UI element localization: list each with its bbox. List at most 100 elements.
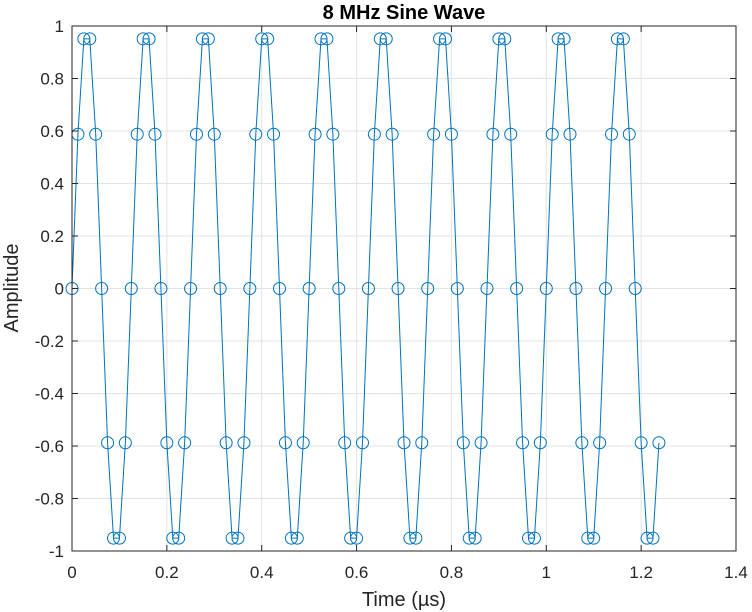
data-point-marker: [160, 436, 174, 450]
data-point-marker: [124, 282, 138, 295]
data-point-marker: [622, 127, 636, 141]
series-line: [71, 38, 660, 539]
data-point-marker: [231, 531, 245, 545]
data-point-marker: [403, 531, 417, 545]
data-point-marker: [569, 282, 583, 295]
data-point-marker: [391, 282, 405, 295]
data-point-marker: [338, 436, 352, 450]
y-tick-label: -0.2: [35, 332, 64, 351]
data-point-marker: [379, 32, 393, 46]
data-point-marker: [118, 436, 132, 450]
x-tick-label: 0.6: [345, 563, 369, 582]
data-point-marker: [195, 32, 209, 46]
x-tick-label: 0: [67, 563, 76, 582]
data-point-marker: [213, 282, 227, 295]
data-point-marker: [527, 531, 541, 545]
data-point-marker: [444, 127, 458, 141]
data-point-marker: [83, 32, 97, 46]
y-tick-label: -0.8: [35, 490, 64, 509]
data-point-marker: [225, 531, 239, 545]
data-point-marker: [142, 32, 156, 46]
data-point-marker: [332, 282, 346, 295]
data-point-marker: [433, 32, 447, 46]
data-point-marker: [261, 32, 275, 46]
y-tick-label: -1: [49, 542, 64, 561]
data-point-marker: [273, 282, 286, 295]
y-tick-label: 0.2: [40, 227, 64, 246]
data-point-marker: [652, 436, 666, 450]
data-point-marker: [95, 282, 109, 295]
data-point-marker: [610, 32, 624, 46]
data-point-marker: [587, 531, 601, 545]
data-point-marker: [255, 32, 269, 46]
data-point-marker: [148, 127, 162, 141]
data-point-marker: [421, 282, 435, 295]
data-point-marker: [409, 531, 423, 545]
data-point-marker: [640, 531, 654, 545]
chart-title: 8 MHz Sine Wave: [323, 2, 486, 24]
data-point-marker: [89, 127, 103, 141]
y-axis-label: Amplitude: [1, 244, 23, 333]
data-point-marker: [361, 282, 375, 295]
data-point-marker: [504, 127, 518, 141]
data-point-marker: [367, 127, 381, 141]
data-point-marker: [593, 436, 607, 450]
data-point-marker: [290, 531, 304, 545]
data-point-marker: [397, 436, 411, 450]
x-tick-label: 1.4: [724, 563, 748, 582]
data-point-marker: [267, 127, 281, 141]
data-point-marker: [616, 32, 630, 46]
data-point-marker: [462, 531, 476, 545]
data-point-marker: [581, 531, 595, 545]
data-point-marker: [498, 32, 512, 46]
data-point-marker: [628, 282, 642, 295]
data-point-marker: [107, 531, 120, 545]
data-point-marker: [385, 127, 399, 141]
x-tick-label: 1: [542, 563, 551, 582]
series-layer: [65, 32, 666, 545]
data-point-marker: [456, 436, 470, 450]
data-point-marker: [539, 282, 553, 295]
data-point-marker: [557, 32, 571, 46]
x-tick-label: 0.4: [250, 563, 274, 582]
y-tick-label: 1: [55, 17, 64, 36]
data-point-marker: [468, 531, 482, 545]
data-point-marker: [308, 127, 322, 141]
data-point-marker: [439, 32, 452, 46]
data-point-marker: [415, 436, 429, 450]
data-point-marker: [101, 436, 115, 450]
data-point-marker: [314, 32, 328, 46]
data-point-marker: [545, 127, 559, 141]
data-point-marker: [201, 32, 215, 46]
data-point-marker: [356, 436, 369, 450]
data-point-marker: [551, 32, 565, 46]
data-point-marker: [373, 32, 387, 46]
data-point-marker: [350, 531, 364, 545]
data-point-marker: [184, 282, 198, 295]
data-point-marker: [172, 531, 186, 545]
data-point-marker: [154, 282, 168, 295]
data-point-marker: [284, 531, 298, 545]
data-point-marker: [344, 531, 358, 545]
data-point-marker: [296, 436, 310, 450]
x-tick-label: 0.8: [440, 563, 464, 582]
data-point-marker: [575, 436, 589, 450]
y-tick-label: 0.6: [40, 122, 64, 141]
data-point-marker: [522, 531, 535, 545]
y-tick-label: 0.4: [40, 175, 64, 194]
data-point-marker: [77, 32, 91, 46]
data-point-marker: [427, 127, 441, 141]
data-point-marker: [320, 32, 334, 46]
data-point-marker: [563, 127, 577, 141]
data-point-marker: [326, 127, 340, 141]
data-point-marker: [516, 436, 530, 450]
y-tick-label: 0: [55, 280, 64, 299]
data-point-marker: [302, 282, 316, 295]
data-point-marker: [136, 32, 150, 46]
data-point-marker: [243, 282, 257, 295]
data-point-marker: [130, 127, 144, 141]
data-point-marker: [112, 531, 126, 545]
data-point-marker: [207, 127, 221, 141]
data-point-marker: [219, 436, 233, 450]
